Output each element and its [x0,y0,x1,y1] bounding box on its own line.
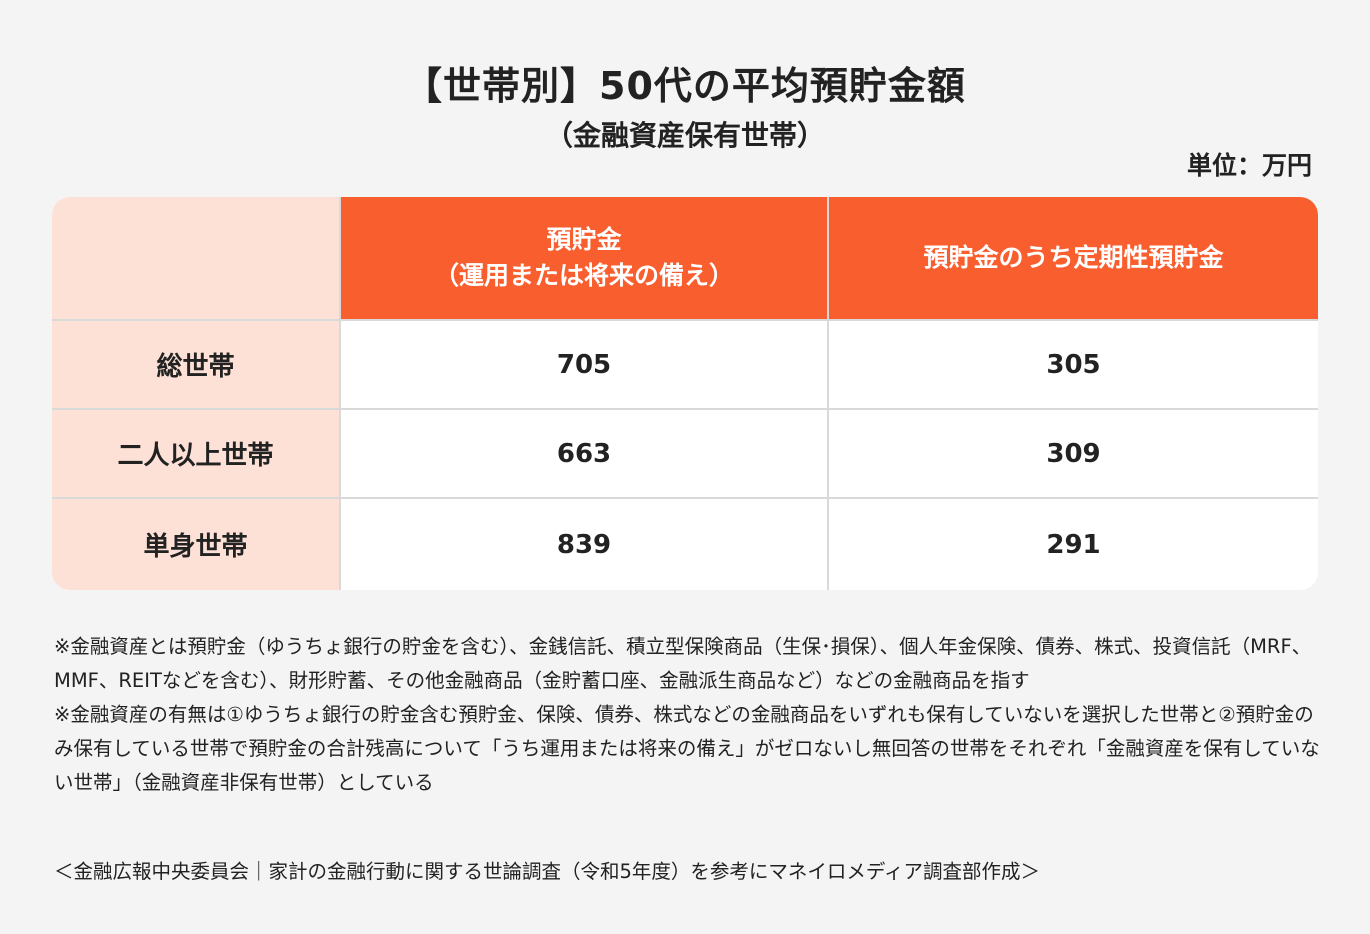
data-table: 預貯金 （運用または将来の備え） 預貯金のうち定期性預貯金 総世帯 705 30… [52,197,1318,590]
row-label-all-households: 総世帯 [52,321,341,410]
column-header-savings: 預貯金 （運用または将来の備え） [341,197,829,321]
chart-subtitle: （金融資産保有世帯） [544,119,825,152]
footnotes: ※金融資産とは預貯金（ゆうちょ銀行の貯金を含む）、金銭信託、積立型保険商品（生保… [54,630,1324,800]
source-note: ＜金融広報中央委員会｜家計の金融行動に関する世論調査（令和5年度）を参考にマネイ… [54,860,1041,883]
table-cell: 705 [341,321,829,410]
footnote: ※金融資産とは預貯金（ゆうちょ銀行の貯金を含む）、金銭信託、積立型保険商品（生保… [54,635,1312,692]
column-header-time-deposits: 預貯金のうち定期性預貯金 [829,197,1318,321]
unit-label: 単位：万円 [1186,151,1312,180]
table-cell: 291 [829,499,1318,590]
column-header-line: 預貯金のうち定期性預貯金 [923,242,1224,272]
table-corner-cell [52,197,341,321]
row-label-single-households: 単身世帯 [52,499,341,590]
chart-title: 【世帯別】50代の平均預貯金額 [404,64,966,108]
column-header-line: （運用または将来の備え） [433,261,734,290]
footnote: ※金融資産の有無は①ゆうちょ銀行の貯金含む預貯金、保険、債券、株式などの金融商品… [54,703,1320,794]
table-cell: 305 [829,321,1318,410]
column-header-line: 預貯金 [546,224,622,254]
table-cell: 839 [341,499,829,590]
table-cell: 309 [829,410,1318,499]
row-label-multi-person-households: 二人以上世帯 [52,410,341,499]
table-cell: 663 [341,410,829,499]
